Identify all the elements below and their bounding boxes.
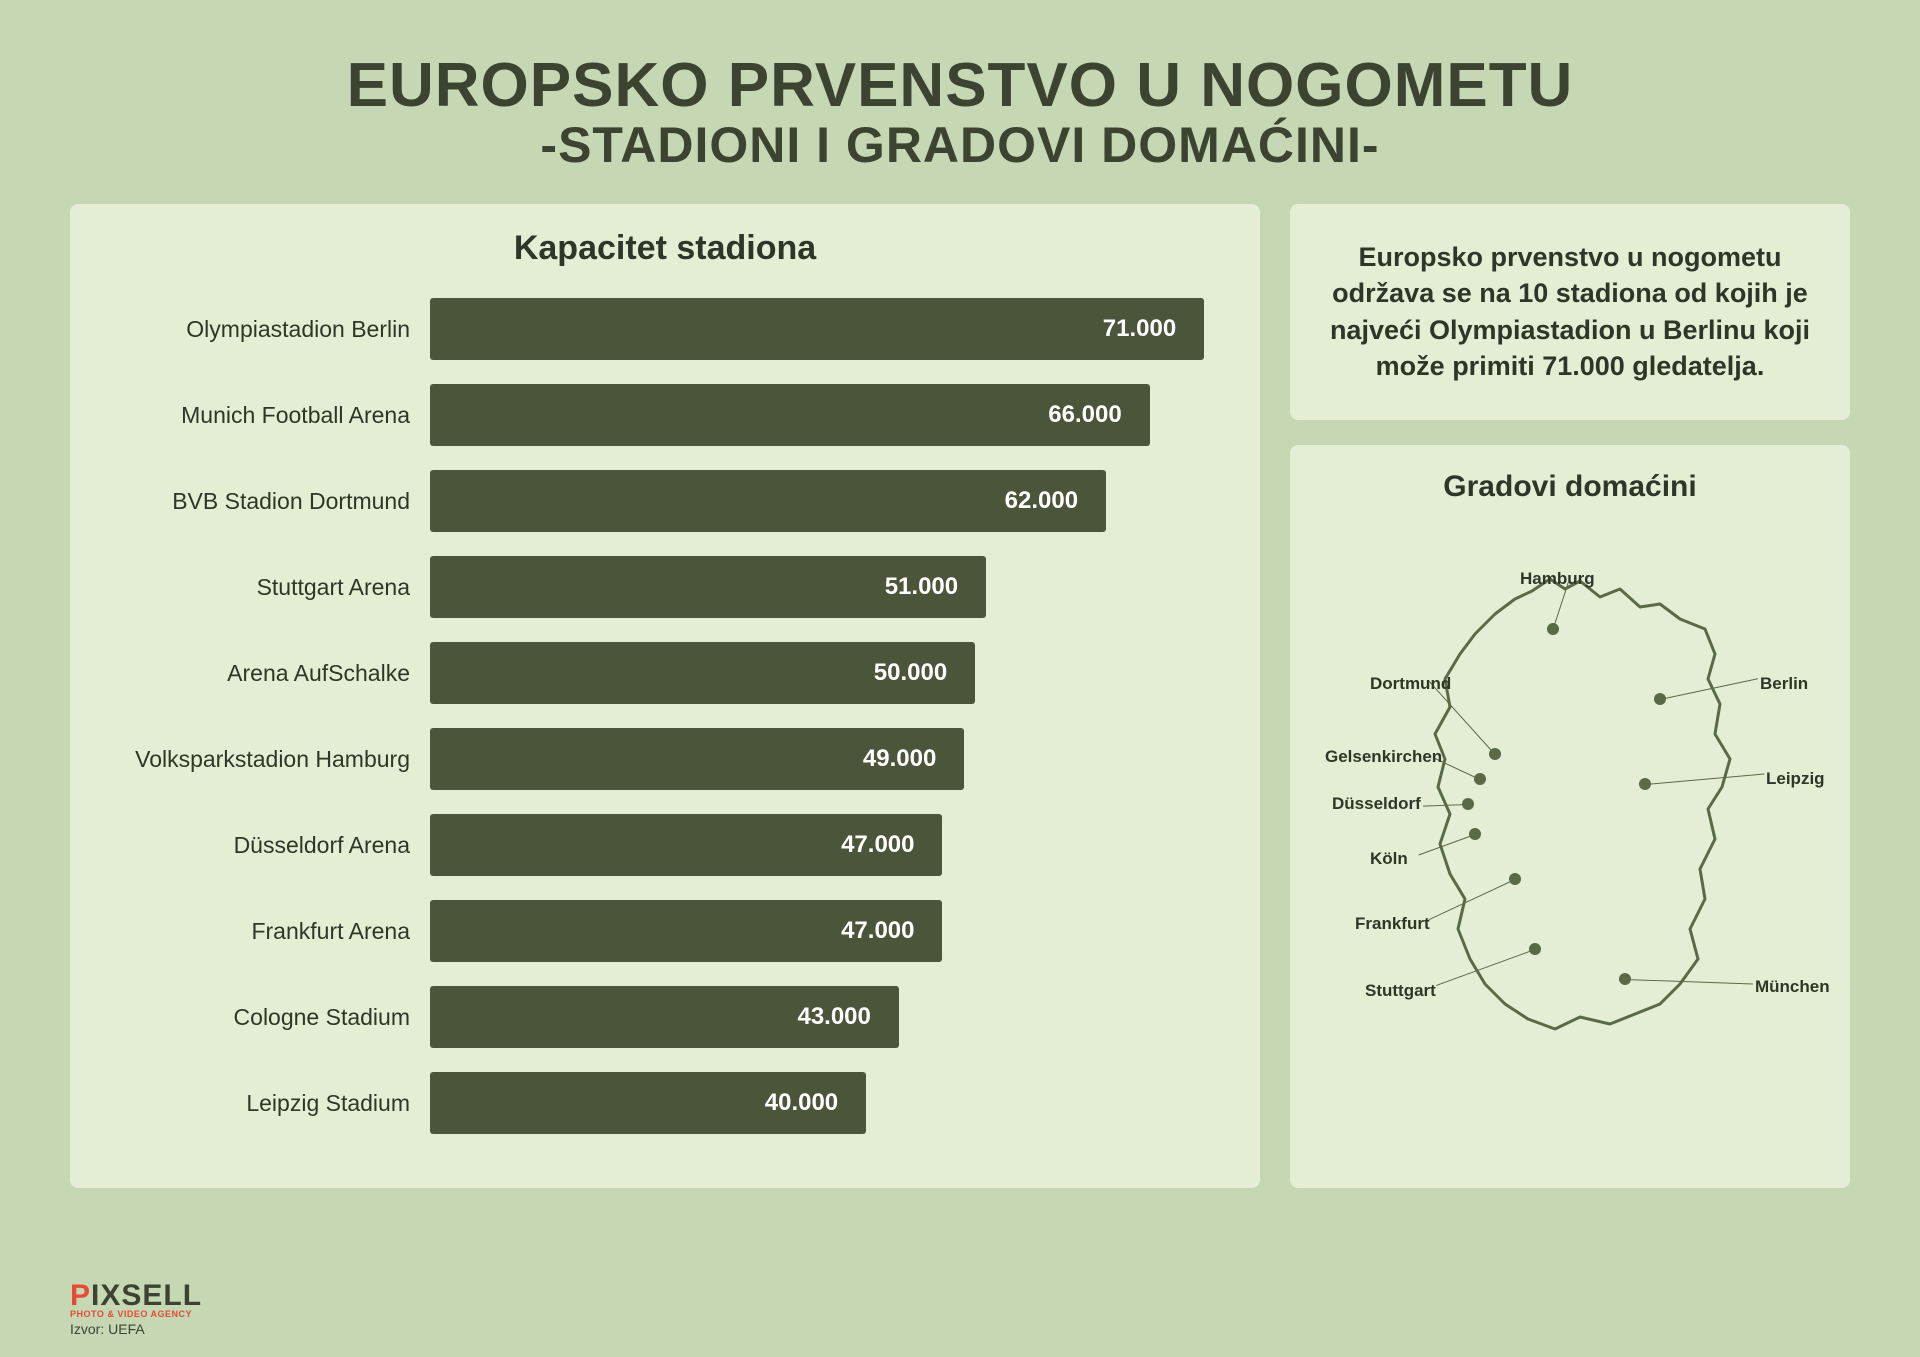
bar-label: Munich Football Arena	[110, 402, 430, 429]
city-label: Leipzig	[1766, 769, 1825, 789]
bar-track: 40.000	[430, 1072, 1220, 1134]
info-panel: Europsko prvenstvo u nogometu održava se…	[1290, 204, 1850, 420]
city-label: Gelsenkirchen	[1325, 747, 1442, 767]
bar-row: Volksparkstadion Hamburg 49.000	[110, 723, 1220, 795]
city-label: Dortmund	[1370, 674, 1451, 694]
city-label: Düsseldorf	[1332, 794, 1421, 814]
city-label: Berlin	[1760, 674, 1808, 694]
bar-value: 66.000	[1048, 401, 1121, 429]
bar-value: 47.000	[841, 831, 914, 859]
bar: 66.000	[430, 384, 1150, 446]
bar-track: 50.000	[430, 642, 1220, 704]
footer: PIXSELL PHOTO & VIDEO AGENCY Izvor: UEFA	[70, 1279, 202, 1337]
bar-track: 51.000	[430, 556, 1220, 618]
map-panel: Gradovi domaćini Hamburg Berlin Dortmund Ge…	[1290, 445, 1850, 1188]
bar-track: 47.000	[430, 814, 1220, 876]
bar-row: Leipzig Stadium 40.000	[110, 1067, 1220, 1139]
bar-value: 49.000	[863, 745, 936, 773]
bar-track: 71.000	[430, 298, 1220, 360]
bar: 49.000	[430, 728, 964, 790]
city-label: Hamburg	[1520, 569, 1595, 589]
bar-label: Frankfurt Arena	[110, 918, 430, 945]
bar-value: 47.000	[841, 917, 914, 945]
header: EUROPSKO PRVENSTVO U NOGOMETU -STADIONI …	[70, 50, 1850, 174]
logo: PIXSELL	[70, 1279, 202, 1313]
bar-row: Düsseldorf Arena 47.000	[110, 809, 1220, 881]
bar-row: BVB Stadion Dortmund 62.000	[110, 465, 1220, 537]
germany-outline	[1435, 579, 1730, 1029]
source-text: Izvor: UEFA	[70, 1321, 202, 1337]
bar: 47.000	[430, 814, 942, 876]
bar-label: BVB Stadion Dortmund	[110, 488, 430, 515]
logo-rest: IXSELL	[91, 1279, 202, 1312]
map-title: Gradovi domaćini	[1310, 470, 1830, 504]
bar-label: Leipzig Stadium	[110, 1090, 430, 1117]
content: Kapacitet stadiona Olympiastadion Berlin…	[70, 204, 1850, 1188]
bar-label: Olympiastadion Berlin	[110, 316, 430, 343]
bar-track: 66.000	[430, 384, 1220, 446]
bar-track: 47.000	[430, 900, 1220, 962]
chart-title: Kapacitet stadiona	[110, 229, 1220, 268]
bar-value: 51.000	[885, 573, 958, 601]
logo-subtitle: PHOTO & VIDEO AGENCY	[70, 1309, 202, 1319]
bar-row: Cologne Stadium 43.000	[110, 981, 1220, 1053]
map: Hamburg Berlin Dortmund Gelsenkirchen Düssel…	[1310, 519, 1830, 1079]
bar-row: Frankfurt Arena 47.000	[110, 895, 1220, 967]
bar: 71.000	[430, 298, 1204, 360]
bar-row: Munich Football Arena 66.000	[110, 379, 1220, 451]
city-label: Köln	[1370, 849, 1408, 869]
bar-chart: Olympiastadion Berlin 71.000 Munich Footba…	[110, 293, 1220, 1139]
city-label: Stuttgart	[1365, 981, 1436, 1001]
bar-value: 43.000	[797, 1003, 870, 1031]
bar-label: Düsseldorf Arena	[110, 832, 430, 859]
main-title: EUROPSKO PRVENSTVO U NOGOMETU	[70, 50, 1850, 121]
bar-row: Arena AufSchalke 50.000	[110, 637, 1220, 709]
city-label: Frankfurt	[1355, 914, 1430, 934]
bar-track: 62.000	[430, 470, 1220, 532]
city-label: München	[1755, 977, 1830, 997]
bar-value: 71.000	[1103, 315, 1176, 343]
bar-track: 49.000	[430, 728, 1220, 790]
bar: 51.000	[430, 556, 986, 618]
bar-value: 62.000	[1005, 487, 1078, 515]
bar-label: Arena AufSchalke	[110, 660, 430, 687]
bar-label: Cologne Stadium	[110, 1004, 430, 1031]
bar: 40.000	[430, 1072, 866, 1134]
bar-track: 43.000	[430, 986, 1220, 1048]
bar: 47.000	[430, 900, 942, 962]
bar-label: Stuttgart Arena	[110, 574, 430, 601]
chart-panel: Kapacitet stadiona Olympiastadion Berlin…	[70, 204, 1260, 1188]
bar: 43.000	[430, 986, 899, 1048]
bar-row: Stuttgart Arena 51.000	[110, 551, 1220, 623]
bar-value: 40.000	[765, 1089, 838, 1117]
subtitle: -STADIONI I GRADOVI DOMAĆINI-	[70, 116, 1850, 174]
bar: 50.000	[430, 642, 975, 704]
right-column: Europsko prvenstvo u nogometu održava se…	[1290, 204, 1850, 1188]
info-text: Europsko prvenstvo u nogometu održava se…	[1325, 239, 1815, 385]
bar: 62.000	[430, 470, 1106, 532]
bar-value: 50.000	[874, 659, 947, 687]
bar-row: Olympiastadion Berlin 71.000	[110, 293, 1220, 365]
logo-p: P	[70, 1279, 91, 1312]
bar-label: Volksparkstadion Hamburg	[110, 746, 430, 773]
